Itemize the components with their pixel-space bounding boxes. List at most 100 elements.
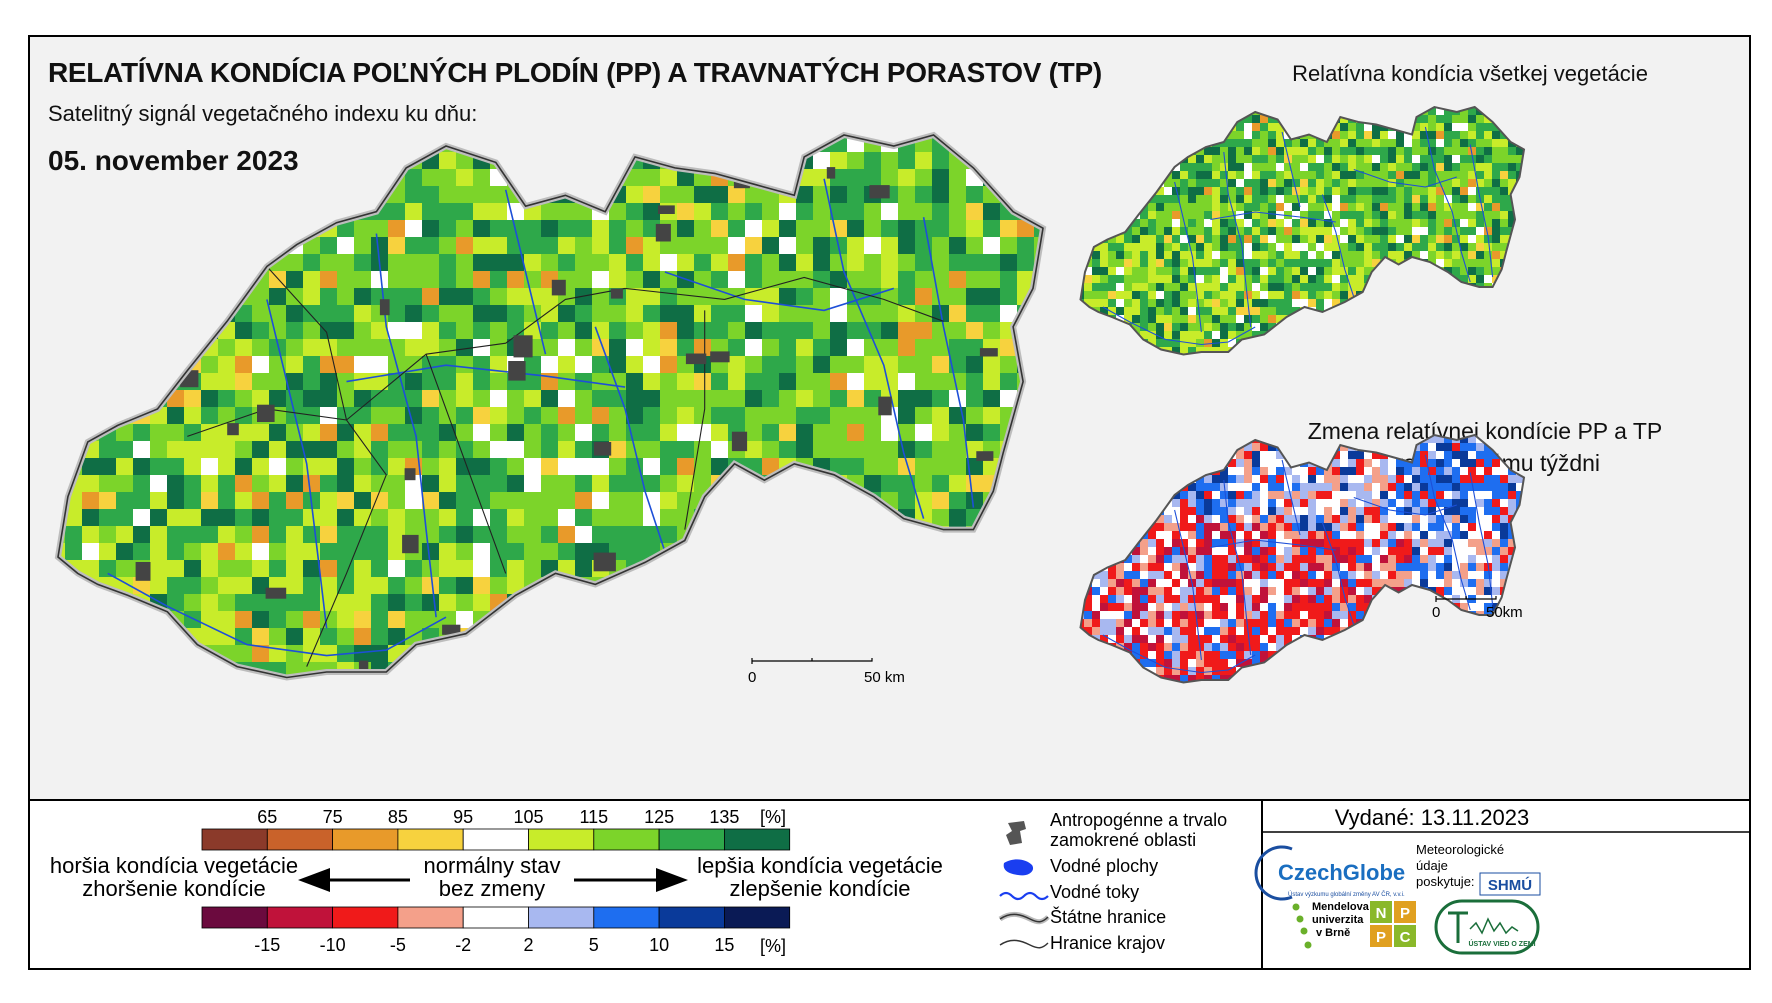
grid-cell [1404, 515, 1413, 524]
grid-cell [1188, 587, 1197, 596]
grid-cell [932, 645, 950, 663]
grid-cell [1156, 571, 1165, 580]
grid-cell [694, 407, 712, 425]
grid-cell [1180, 435, 1189, 444]
grid-cell [1156, 283, 1165, 292]
grid-cell [1372, 291, 1381, 300]
grid-cell [694, 322, 712, 340]
grid-cell [915, 577, 933, 595]
region-border-line [266, 266, 348, 421]
grid-cell [201, 509, 219, 527]
grid-cell [1284, 307, 1293, 316]
grid-cell [864, 458, 882, 476]
grid-cell [575, 322, 593, 340]
grid-cell [1268, 243, 1277, 252]
grid-cell [524, 475, 542, 493]
grid-cell [286, 594, 304, 612]
grid-cell [371, 424, 389, 442]
grid-cell [1132, 443, 1141, 452]
grid-cell [558, 458, 576, 476]
grid-cell [1092, 507, 1101, 516]
grid-cell [1316, 499, 1325, 508]
grid-cell [1252, 515, 1261, 524]
grid-cell [626, 322, 644, 340]
grid-cell [1476, 147, 1485, 156]
grid-cell [1356, 171, 1365, 180]
grid-cell [1292, 171, 1301, 180]
grid-cell [1292, 323, 1301, 332]
grid-cell [949, 169, 967, 187]
grid-cell [1324, 515, 1333, 524]
grid-cell [1084, 467, 1093, 476]
grid-cell [1292, 147, 1301, 156]
grid-cell [1080, 435, 1085, 444]
grid-cell [1268, 515, 1277, 524]
grid-cell [592, 186, 610, 204]
grid-cell [1188, 227, 1197, 236]
grid-cell [847, 662, 865, 678]
grid-cell [337, 305, 355, 323]
grid-cell [1332, 179, 1341, 188]
grid-cell [184, 135, 202, 153]
grid-cell [439, 424, 457, 442]
grid-cell [609, 254, 627, 272]
grid-cell [830, 322, 848, 340]
grid-cell [1300, 331, 1309, 340]
grid-cell [1380, 179, 1389, 188]
grid-cell [1428, 323, 1437, 332]
grid-cell [694, 611, 712, 629]
grid-cell [779, 560, 797, 578]
grid-cell [1404, 459, 1413, 468]
grid-cell [1516, 299, 1524, 308]
grid-cell [1300, 443, 1309, 452]
grid-cell [1100, 595, 1109, 604]
grid-cell [82, 679, 100, 697]
grid-cell [473, 186, 491, 204]
grid-cell [711, 305, 729, 323]
grid-cell [1100, 123, 1109, 132]
grid-cell [1404, 563, 1413, 572]
grid-cell [1404, 571, 1413, 580]
grid-cell [983, 679, 1001, 697]
grid-cell [1436, 563, 1445, 572]
grid-cell [1220, 259, 1229, 268]
grid-cell [507, 611, 525, 629]
grid-cell [1444, 147, 1453, 156]
grid-cell [1000, 475, 1018, 493]
grid-cell [1492, 211, 1501, 220]
grid-cell [1124, 163, 1133, 172]
grid-cell [1116, 115, 1125, 124]
grid-cell [1292, 115, 1301, 124]
grid-cell [847, 509, 865, 527]
grid-cell [1284, 147, 1293, 156]
grid-cell [82, 407, 100, 425]
grid-cell [1017, 662, 1035, 678]
grid-cell [745, 628, 763, 646]
grid-cell [1516, 571, 1524, 580]
grid-cell [1196, 155, 1205, 164]
grid-cell [1034, 288, 1043, 306]
grid-cell [1300, 587, 1309, 596]
grid-cell [1412, 187, 1421, 196]
grid-cell [779, 203, 797, 221]
grid-cell [813, 169, 831, 187]
river-line [266, 299, 328, 629]
grid-cell [1196, 131, 1205, 140]
grid-cell [609, 356, 627, 374]
grid-cell [626, 679, 644, 697]
grid-cell [1148, 467, 1157, 476]
grid-cell [1108, 515, 1117, 524]
grid-cell [473, 288, 491, 306]
grid-cell [82, 305, 100, 323]
grid-cell [1244, 347, 1253, 355]
grid-cell [1188, 179, 1197, 188]
grid-cell [439, 339, 457, 357]
grid-cell [643, 339, 661, 357]
grid-cell [405, 322, 423, 340]
grid-cell [1268, 459, 1277, 468]
grid-cell [354, 679, 372, 697]
grid-cell [65, 577, 83, 595]
grid-cell [1292, 235, 1301, 244]
grid-cell [660, 526, 678, 544]
grid-cell [1252, 131, 1261, 140]
